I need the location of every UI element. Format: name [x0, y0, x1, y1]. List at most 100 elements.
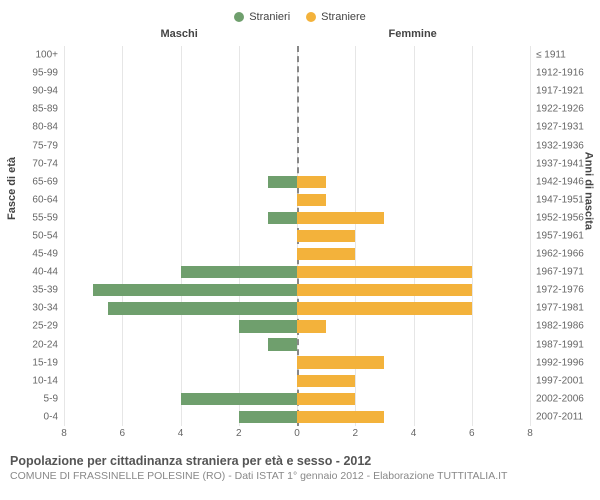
age-row: 60-641947-1951: [64, 191, 530, 209]
x-tick: 0: [294, 428, 300, 439]
x-tick: 6: [119, 428, 125, 439]
x-tick: 4: [178, 428, 184, 439]
legend-male-label: Stranieri: [249, 11, 290, 23]
birth-label: 1927-1931: [536, 122, 594, 133]
rows: 100+≤ 191195-991912-191690-941917-192185…: [64, 46, 530, 426]
legend: Stranieri Straniere: [0, 0, 600, 28]
bar-female: [297, 375, 355, 387]
age-row: 70-741937-1941: [64, 155, 530, 173]
caption-sub: COMUNE DI FRASSINELLE POLESINE (RO) - Da…: [10, 470, 590, 482]
caption: Popolazione per cittadinanza straniera p…: [0, 442, 600, 482]
age-label: 15-19: [10, 357, 58, 368]
bar-female: [297, 284, 472, 296]
age-row: 95-991912-1916: [64, 64, 530, 82]
age-label: 65-69: [10, 176, 58, 187]
birth-label: 1967-1971: [536, 267, 594, 278]
age-row: 75-791932-1936: [64, 136, 530, 154]
bar-male: [239, 320, 297, 332]
birth-label: 1997-2001: [536, 375, 594, 386]
x-tick: 8: [61, 428, 67, 439]
bar-female: [297, 248, 355, 260]
pyramid-chart: Stranieri Straniere Maschi Femmine Fasce…: [0, 0, 600, 500]
x-tick: 4: [411, 428, 417, 439]
bar-female: [297, 230, 355, 242]
birth-label: 1942-1946: [536, 176, 594, 187]
bar-female: [297, 393, 355, 405]
x-tick: 8: [527, 428, 533, 439]
grid-line: [530, 46, 531, 426]
x-tick: 6: [469, 428, 475, 439]
birth-label: 1952-1956: [536, 212, 594, 223]
legend-female-label: Straniere: [321, 11, 366, 23]
bar-female: [297, 176, 326, 188]
bar-female: [297, 212, 384, 224]
bar-male: [181, 266, 298, 278]
age-row: 10-141997-2001: [64, 372, 530, 390]
age-row: 45-491962-1966: [64, 245, 530, 263]
bar-male: [108, 302, 297, 314]
age-label: 90-94: [10, 86, 58, 97]
birth-label: 1917-1921: [536, 86, 594, 97]
age-row: 80-841927-1931: [64, 118, 530, 136]
age-row: 50-541957-1961: [64, 227, 530, 245]
age-label: 45-49: [10, 249, 58, 260]
age-row: 25-291982-1986: [64, 317, 530, 335]
age-row: 100+≤ 1911: [64, 46, 530, 64]
age-label: 40-44: [10, 267, 58, 278]
bar-female: [297, 266, 472, 278]
age-label: 5-9: [10, 393, 58, 404]
age-row: 35-391972-1976: [64, 281, 530, 299]
x-axis: 864202468: [64, 426, 530, 442]
age-row: 5-92002-2006: [64, 390, 530, 408]
age-label: 60-64: [10, 194, 58, 205]
bar-female: [297, 302, 472, 314]
age-row: 55-591952-1956: [64, 209, 530, 227]
legend-female: Straniere: [306, 11, 366, 23]
age-row: 30-341977-1981: [64, 299, 530, 317]
age-row: 0-42007-2011: [64, 408, 530, 426]
birth-label: 1937-1941: [536, 158, 594, 169]
legend-male: Stranieri: [234, 11, 290, 23]
age-row: 40-441967-1971: [64, 263, 530, 281]
bar-male: [268, 176, 297, 188]
bar-male: [268, 212, 297, 224]
legend-male-swatch: [234, 12, 244, 22]
birth-label: 1972-1976: [536, 285, 594, 296]
birth-label: 1977-1981: [536, 303, 594, 314]
bar-female: [297, 320, 326, 332]
age-label: 10-14: [10, 375, 58, 386]
birth-label: 1932-1936: [536, 140, 594, 151]
age-label: 55-59: [10, 212, 58, 223]
bar-male: [181, 393, 298, 405]
header-female: Femmine: [389, 28, 437, 40]
birth-label: 1912-1916: [536, 68, 594, 79]
age-label: 0-4: [10, 411, 58, 422]
age-label: 75-79: [10, 140, 58, 151]
age-label: 95-99: [10, 68, 58, 79]
age-label: 20-24: [10, 339, 58, 350]
column-headers: Maschi Femmine: [0, 28, 600, 46]
age-label: 100+: [10, 50, 58, 61]
bar-female: [297, 194, 326, 206]
bar-male: [239, 411, 297, 423]
age-row: 15-191992-1996: [64, 354, 530, 372]
age-row: 90-941917-1921: [64, 82, 530, 100]
birth-label: 1982-1986: [536, 321, 594, 332]
age-label: 70-74: [10, 158, 58, 169]
x-tick: 2: [352, 428, 358, 439]
birth-label: 1962-1966: [536, 249, 594, 260]
plot-area: 100+≤ 191195-991912-191690-941917-192185…: [64, 46, 530, 426]
birth-label: 2002-2006: [536, 393, 594, 404]
birth-label: 1957-1961: [536, 230, 594, 241]
age-label: 80-84: [10, 122, 58, 133]
birth-label: 1987-1991: [536, 339, 594, 350]
header-male: Maschi: [161, 28, 198, 40]
age-row: 65-691942-1946: [64, 173, 530, 191]
birth-label: ≤ 1911: [536, 50, 594, 61]
bar-female: [297, 356, 384, 368]
birth-label: 2007-2011: [536, 411, 594, 422]
birth-label: 1992-1996: [536, 357, 594, 368]
birth-label: 1947-1951: [536, 194, 594, 205]
age-label: 30-34: [10, 303, 58, 314]
age-label: 85-89: [10, 104, 58, 115]
